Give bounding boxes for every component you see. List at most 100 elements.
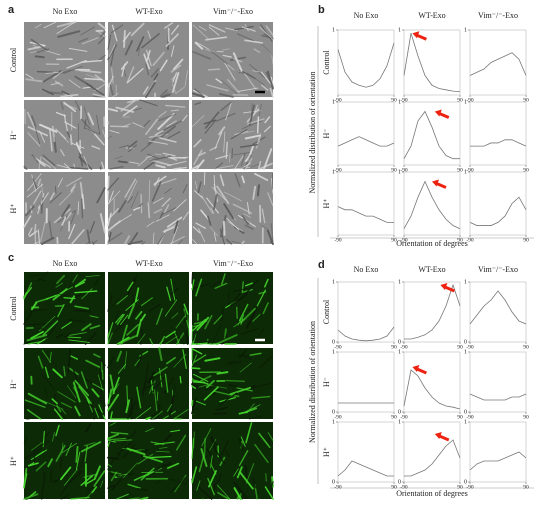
- cell-streak: [107, 82, 111, 97]
- cell-streak: [81, 323, 92, 332]
- cell-streak: [198, 384, 209, 388]
- micrograph-bg: [108, 272, 189, 344]
- micrograph-bg: [24, 172, 105, 244]
- cell-streak: [89, 324, 101, 330]
- cell-streak: [127, 99, 139, 104]
- orientation-curve: [469, 290, 527, 325]
- cell-streak: [34, 23, 42, 29]
- cell-streak: [137, 353, 143, 369]
- cell-streak: [205, 36, 228, 41]
- plot-frame: [403, 29, 461, 96]
- cell-streak: [212, 482, 216, 491]
- cell-streak: [39, 201, 43, 210]
- cell-streak: [192, 50, 212, 60]
- column-header: Vim⁻/⁻-Exo: [478, 11, 518, 20]
- cell-streak: [134, 287, 140, 303]
- plot-frame: [403, 101, 461, 166]
- micrograph: [191, 100, 273, 170]
- y-tick-label: 1: [332, 419, 335, 425]
- cell-streak: [152, 51, 165, 67]
- x-tick-label: -90: [400, 414, 408, 420]
- x-tick-label: 90: [391, 484, 397, 490]
- cell-streak: [57, 303, 65, 318]
- cell-streak: [170, 45, 175, 57]
- cell-streak: [238, 450, 249, 467]
- cell-streak: [85, 127, 101, 135]
- cell-streak: [136, 386, 142, 409]
- cell-streak: [153, 197, 164, 204]
- cell-streak: [117, 441, 133, 455]
- cell-streak: [171, 312, 179, 319]
- cell-streak: [23, 473, 28, 489]
- cell-streak: [37, 271, 49, 282]
- cell-streak: [233, 287, 248, 293]
- cell-streak: [194, 101, 202, 106]
- cell-streak: [111, 24, 118, 42]
- cell-streak: [244, 39, 264, 44]
- cell-streak: [155, 164, 166, 169]
- cell-streak: [163, 226, 175, 233]
- cell-streak: [107, 468, 114, 477]
- cell-streak: [123, 235, 131, 245]
- cell-streak: [239, 471, 254, 490]
- cell-streak: [107, 453, 121, 467]
- cell-streak: [107, 44, 118, 61]
- cell-streak: [172, 58, 184, 70]
- y-tick-label: 1: [464, 169, 467, 175]
- cell-streak: [63, 114, 68, 132]
- cell-streak: [265, 25, 274, 36]
- cell-streak: [39, 123, 58, 133]
- cell-streak: [198, 228, 206, 243]
- y-tick-label: 0: [398, 409, 401, 415]
- cell-streak: [240, 289, 253, 294]
- cell-streak: [166, 356, 176, 365]
- cell-streak: [150, 68, 160, 78]
- cell-streak: [117, 200, 127, 213]
- cell-streak: [234, 155, 244, 170]
- cell-streak: [208, 26, 220, 36]
- cell-streak: [220, 440, 229, 456]
- cell-streak: [201, 428, 212, 447]
- cell-streak: [140, 297, 153, 307]
- cell-streak: [72, 274, 78, 283]
- cell-streak: [109, 422, 117, 426]
- cell-streak: [193, 190, 204, 199]
- cell-streak: [145, 63, 150, 76]
- cell-streak: [258, 162, 273, 170]
- cell-streak: [24, 399, 46, 408]
- orientation-curve: [404, 283, 461, 340]
- cell-streak: [41, 349, 51, 363]
- cell-streak: [126, 385, 129, 405]
- cell-streak: [69, 332, 87, 336]
- cell-streak: [233, 481, 247, 498]
- cell-streak: [126, 323, 140, 336]
- cell-streak: [234, 173, 241, 188]
- cell-streak: [107, 437, 127, 441]
- micrograph: [191, 422, 274, 500]
- cell-streak: [63, 163, 72, 170]
- cell-streak: [249, 352, 262, 356]
- cell-streak: [248, 415, 263, 420]
- cell-streak: [262, 302, 269, 315]
- cell-streak: [192, 92, 205, 98]
- cell-streak: [245, 158, 253, 170]
- cell-streak: [107, 212, 112, 226]
- cell-streak: [70, 229, 85, 245]
- cell-streak: [210, 463, 217, 475]
- cell-streak: [70, 355, 79, 360]
- cell-streak: [30, 449, 48, 461]
- cell-streak: [264, 486, 274, 500]
- cell-streak: [107, 388, 113, 405]
- cell-streak: [221, 334, 228, 345]
- cell-streak: [129, 232, 139, 245]
- cell-streak: [191, 115, 205, 128]
- orientation-curve: [337, 42, 395, 88]
- cell-streak: [254, 172, 269, 182]
- cell-streak: [207, 215, 212, 226]
- cell-streak: [152, 232, 155, 244]
- cell-streak: [192, 373, 209, 382]
- cell-streak: [65, 442, 73, 457]
- cell-streak: [66, 131, 71, 139]
- cell-streak: [159, 137, 177, 143]
- cell-streak: [218, 93, 234, 98]
